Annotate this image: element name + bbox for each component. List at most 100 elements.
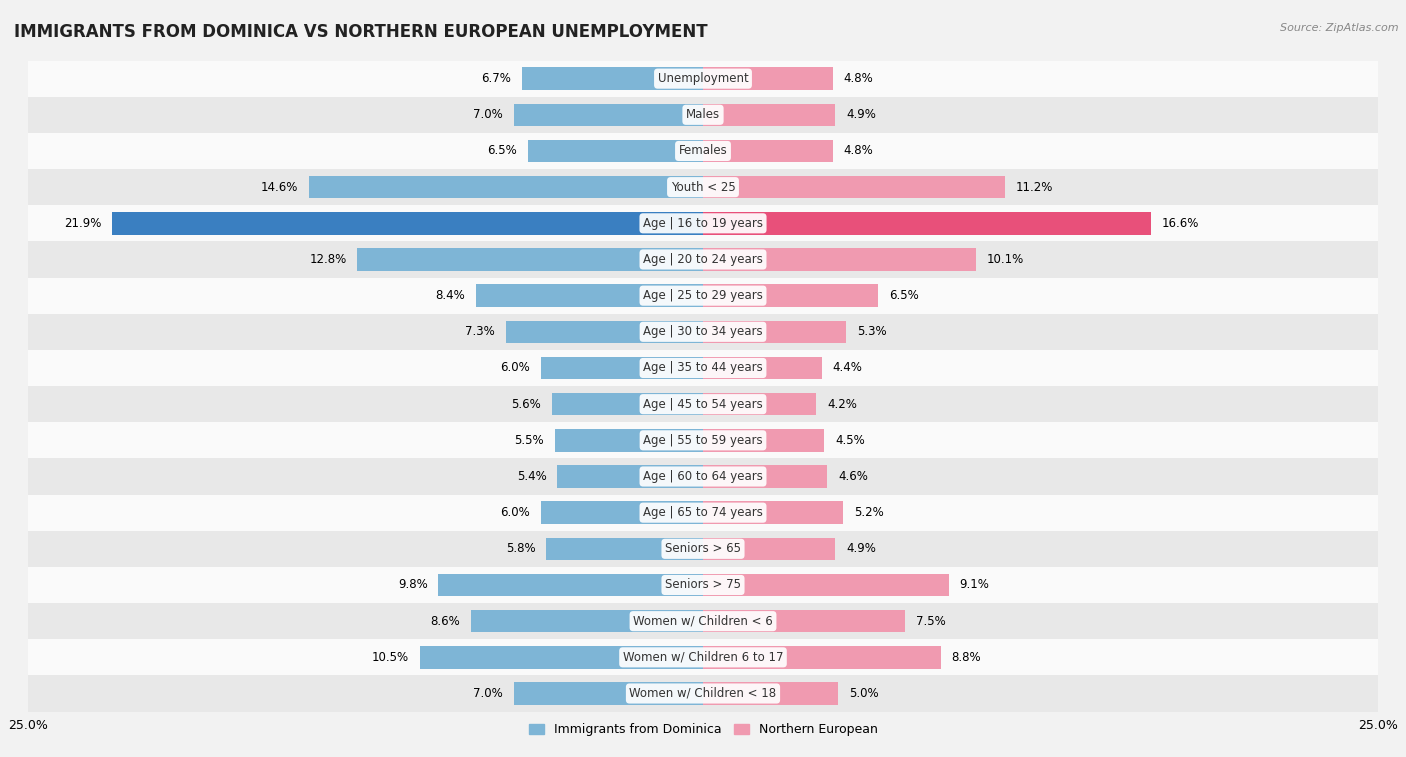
Text: 6.5%: 6.5% xyxy=(889,289,920,302)
Bar xyxy=(522,67,703,90)
Text: 5.3%: 5.3% xyxy=(856,326,887,338)
Text: Age | 65 to 74 years: Age | 65 to 74 years xyxy=(643,506,763,519)
Text: 5.5%: 5.5% xyxy=(515,434,544,447)
Text: 4.9%: 4.9% xyxy=(846,542,876,556)
Bar xyxy=(28,639,1378,675)
Bar xyxy=(703,501,844,524)
Bar xyxy=(703,176,1005,198)
Text: 21.9%: 21.9% xyxy=(63,217,101,230)
Text: 6.7%: 6.7% xyxy=(481,72,512,85)
Text: 4.6%: 4.6% xyxy=(838,470,868,483)
Bar xyxy=(28,422,1378,459)
Bar xyxy=(28,350,1378,386)
Text: Females: Females xyxy=(679,145,727,157)
Bar xyxy=(28,278,1378,313)
Text: Seniors > 75: Seniors > 75 xyxy=(665,578,741,591)
Text: 5.6%: 5.6% xyxy=(512,397,541,410)
Text: Women w/ Children < 18: Women w/ Children < 18 xyxy=(630,687,776,700)
Bar xyxy=(703,212,1152,235)
Text: 10.1%: 10.1% xyxy=(987,253,1024,266)
Text: 5.0%: 5.0% xyxy=(849,687,879,700)
Bar xyxy=(28,205,1378,241)
Text: 4.8%: 4.8% xyxy=(844,145,873,157)
Legend: Immigrants from Dominica, Northern European: Immigrants from Dominica, Northern Europ… xyxy=(523,718,883,741)
Bar xyxy=(703,466,827,488)
Bar xyxy=(703,429,824,451)
Bar xyxy=(28,675,1378,712)
Bar xyxy=(527,140,703,162)
Bar xyxy=(28,386,1378,422)
Text: 7.5%: 7.5% xyxy=(917,615,946,628)
Bar xyxy=(28,61,1378,97)
Text: 4.5%: 4.5% xyxy=(835,434,865,447)
Bar xyxy=(28,169,1378,205)
Bar xyxy=(28,313,1378,350)
Bar xyxy=(28,494,1378,531)
Bar xyxy=(703,610,905,632)
Text: Age | 45 to 54 years: Age | 45 to 54 years xyxy=(643,397,763,410)
Bar xyxy=(703,646,941,668)
Bar xyxy=(703,285,879,307)
Bar xyxy=(554,429,703,451)
Bar xyxy=(419,646,703,668)
Text: 11.2%: 11.2% xyxy=(1017,181,1053,194)
Text: Youth < 25: Youth < 25 xyxy=(671,181,735,194)
Bar xyxy=(703,574,949,597)
Bar xyxy=(703,321,846,343)
Text: 4.9%: 4.9% xyxy=(846,108,876,121)
Bar xyxy=(506,321,703,343)
Text: 7.0%: 7.0% xyxy=(474,687,503,700)
Bar xyxy=(703,104,835,126)
Text: 6.0%: 6.0% xyxy=(501,362,530,375)
Text: Age | 25 to 29 years: Age | 25 to 29 years xyxy=(643,289,763,302)
Text: Unemployment: Unemployment xyxy=(658,72,748,85)
Text: 7.0%: 7.0% xyxy=(474,108,503,121)
Bar xyxy=(541,501,703,524)
Bar xyxy=(309,176,703,198)
Text: 16.6%: 16.6% xyxy=(1161,217,1199,230)
Text: 14.6%: 14.6% xyxy=(260,181,298,194)
Bar xyxy=(515,104,703,126)
Text: 4.8%: 4.8% xyxy=(844,72,873,85)
Text: 4.2%: 4.2% xyxy=(827,397,858,410)
Bar xyxy=(551,393,703,416)
Text: Age | 20 to 24 years: Age | 20 to 24 years xyxy=(643,253,763,266)
Bar xyxy=(703,140,832,162)
Bar xyxy=(477,285,703,307)
Bar xyxy=(28,97,1378,133)
Text: Women w/ Children < 6: Women w/ Children < 6 xyxy=(633,615,773,628)
Bar xyxy=(703,393,817,416)
Bar xyxy=(28,133,1378,169)
Text: 9.8%: 9.8% xyxy=(398,578,427,591)
Text: Age | 60 to 64 years: Age | 60 to 64 years xyxy=(643,470,763,483)
Text: 5.2%: 5.2% xyxy=(855,506,884,519)
Bar xyxy=(547,537,703,560)
Text: 5.4%: 5.4% xyxy=(516,470,547,483)
Bar xyxy=(703,248,976,271)
Bar xyxy=(515,682,703,705)
Bar xyxy=(439,574,703,597)
Text: Age | 16 to 19 years: Age | 16 to 19 years xyxy=(643,217,763,230)
Text: 7.3%: 7.3% xyxy=(465,326,495,338)
Text: Women w/ Children 6 to 17: Women w/ Children 6 to 17 xyxy=(623,651,783,664)
Text: Males: Males xyxy=(686,108,720,121)
Text: Age | 55 to 59 years: Age | 55 to 59 years xyxy=(643,434,763,447)
Bar xyxy=(703,537,835,560)
Text: 8.6%: 8.6% xyxy=(430,615,460,628)
Bar xyxy=(28,241,1378,278)
Text: Source: ZipAtlas.com: Source: ZipAtlas.com xyxy=(1281,23,1399,33)
Bar xyxy=(703,682,838,705)
Text: IMMIGRANTS FROM DOMINICA VS NORTHERN EUROPEAN UNEMPLOYMENT: IMMIGRANTS FROM DOMINICA VS NORTHERN EUR… xyxy=(14,23,707,41)
Text: 8.8%: 8.8% xyxy=(952,651,981,664)
Bar xyxy=(471,610,703,632)
Bar xyxy=(28,603,1378,639)
Bar xyxy=(703,357,821,379)
Bar xyxy=(541,357,703,379)
Bar xyxy=(112,212,703,235)
Text: 5.8%: 5.8% xyxy=(506,542,536,556)
Text: 12.8%: 12.8% xyxy=(309,253,347,266)
Bar xyxy=(28,531,1378,567)
Text: 4.4%: 4.4% xyxy=(832,362,862,375)
Bar xyxy=(557,466,703,488)
Text: 8.4%: 8.4% xyxy=(436,289,465,302)
